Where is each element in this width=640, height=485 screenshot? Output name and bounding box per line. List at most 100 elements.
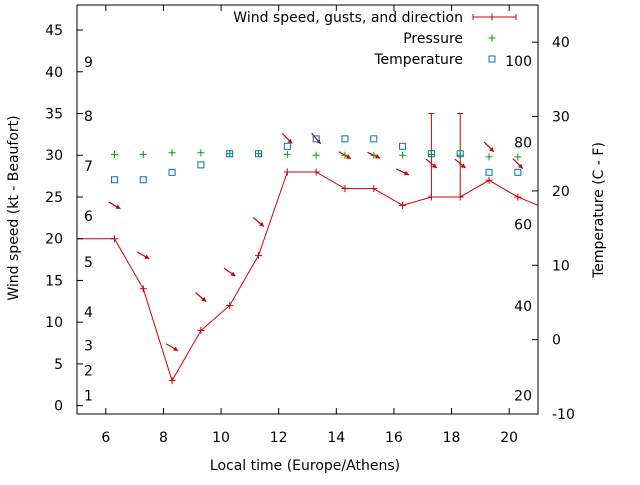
wind-arrow-head <box>403 170 409 176</box>
pressure-point <box>399 151 407 159</box>
legend-label: Temperature <box>373 52 463 68</box>
temperature-point <box>283 142 291 150</box>
pressure-point <box>139 150 147 158</box>
pressure-point <box>485 153 493 161</box>
plot-frame <box>76 4 539 415</box>
wind-point <box>110 235 118 243</box>
pressure-point <box>283 150 291 158</box>
wind-arrow-head <box>460 163 466 169</box>
wind-point <box>168 377 176 385</box>
y-axis-label: Wind speed (kt - Beaufort) <box>6 115 22 300</box>
x-axis-label: Local time (Europe/Athens) <box>210 458 400 474</box>
y-tick-label: 5 <box>54 357 63 373</box>
beaufort-label: 5 <box>84 255 93 271</box>
wind-line <box>77 171 538 382</box>
pressure-point <box>255 150 263 158</box>
temperature-point <box>226 150 234 158</box>
pressure-point <box>341 151 349 159</box>
x-tick-label: 6 <box>101 430 110 446</box>
x-tick-label: 14 <box>327 430 345 446</box>
wind-point <box>399 201 407 209</box>
wind-point <box>226 301 234 309</box>
y-tick-label: 15 <box>45 273 63 289</box>
wind-arrow-head <box>489 147 494 152</box>
temperature-point <box>456 150 464 158</box>
beaufort-label: 7 <box>84 159 93 175</box>
pressure-point <box>168 149 176 157</box>
wind-arrow-head <box>201 296 207 302</box>
y-tick-label: 35 <box>45 107 63 123</box>
wind-arrow-head <box>431 163 437 169</box>
pressure-point <box>456 151 464 159</box>
temperature-point <box>168 168 176 176</box>
y-tick-label: 45 <box>45 23 63 39</box>
x-tick-label: 20 <box>500 430 518 446</box>
fahrenheit-label: 60 <box>514 217 532 233</box>
y-tick-label: 0 <box>54 399 63 415</box>
temperature-point <box>110 176 118 184</box>
axes: 6 8 10 12 14 16 18 20051015202530354045-1001020… <box>45 4 575 446</box>
temperature-point <box>255 150 263 158</box>
wind-point <box>197 327 205 335</box>
y2-tick-label: -10 <box>552 407 575 423</box>
beaufort-label: 4 <box>84 305 93 321</box>
y2-axis-label: Temperature (C - F) <box>591 142 607 279</box>
wind-point <box>139 285 147 293</box>
pressure-point <box>110 150 118 158</box>
wind-point <box>255 251 263 259</box>
y2-tick-label: 30 <box>552 110 570 126</box>
pressure-point <box>514 153 522 161</box>
pressure-point <box>370 151 378 159</box>
temperature-point <box>312 135 320 143</box>
y-tick-label: 30 <box>45 148 63 164</box>
legend-marker-pressure <box>488 34 496 42</box>
wind-arrow-head <box>375 154 381 159</box>
pressure-point <box>197 149 205 157</box>
temperature-point <box>427 150 435 158</box>
x-tick-label: 16 <box>385 430 403 446</box>
beaufort-label: 3 <box>84 339 93 355</box>
fahrenheit-label: 40 <box>514 299 532 315</box>
wind-arrow-head <box>258 221 264 227</box>
x-tick-label: 8 <box>159 430 168 446</box>
pressure-point <box>312 151 320 159</box>
temperature-point <box>399 142 407 150</box>
wind-arrow-head <box>287 138 293 144</box>
y-tick-label: 40 <box>45 65 63 81</box>
fahrenheit-label: 80 <box>514 136 532 152</box>
beaufort-label: 2 <box>84 364 93 380</box>
beaufort-label: 9 <box>84 55 93 71</box>
legend: Wind speed, gusts, and direction Pressure… <box>233 10 517 68</box>
y-tick-label: 25 <box>45 190 63 206</box>
wind-arrow-head <box>517 163 523 169</box>
beaufort-label: 1 <box>84 389 93 405</box>
temperature-point <box>197 161 205 169</box>
legend-marker-wind <box>472 13 517 21</box>
x-tick-label: 12 <box>270 430 288 446</box>
fahrenheit-label: 20 <box>514 388 532 404</box>
wind-point <box>370 185 378 193</box>
wind-arrow-head <box>346 154 352 159</box>
wind-point <box>312 168 320 176</box>
wind-arrow-head <box>230 271 236 277</box>
x-tick-label: 10 <box>212 430 230 446</box>
y2-tick-label: 40 <box>552 35 570 51</box>
y2-tick-label: 20 <box>552 184 570 200</box>
wind-arrow-head <box>173 346 179 351</box>
temperature-point <box>370 135 378 143</box>
wind-arrow-head <box>115 204 121 209</box>
temperature-point <box>514 168 522 176</box>
y-tick-label: 20 <box>45 232 63 248</box>
wind-point <box>514 193 522 201</box>
wind-point <box>283 168 291 176</box>
legend-marker-temperature <box>488 55 496 63</box>
wind-point <box>341 185 349 193</box>
fahrenheit-label: 100 <box>505 54 532 70</box>
y-tick-label: 10 <box>45 315 63 331</box>
wind-arrow-head <box>144 254 150 259</box>
legend-label: Wind speed, gusts, and direction <box>233 10 463 26</box>
plot-area <box>77 113 538 385</box>
pressure-point <box>226 150 234 158</box>
temperature-point <box>485 168 493 176</box>
